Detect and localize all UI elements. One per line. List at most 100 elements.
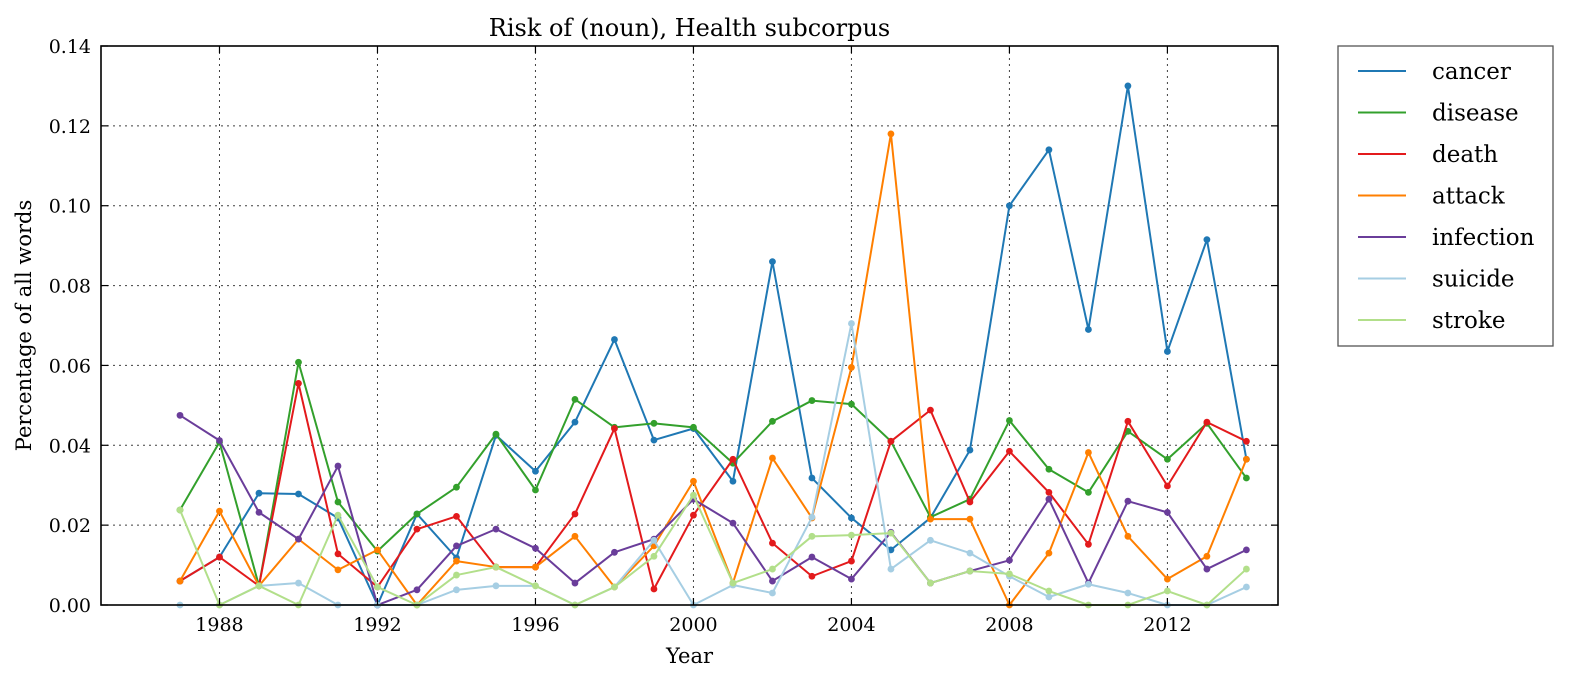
x-tick-label: 1988: [195, 614, 243, 636]
data-point-suicide: [295, 579, 302, 587]
data-point-death: [611, 425, 618, 432]
data-point-attack: [374, 546, 381, 554]
data-point-disease: [848, 400, 855, 408]
data-point-disease: [295, 358, 302, 366]
data-point-attack: [1243, 455, 1250, 463]
data-point-death: [571, 510, 579, 518]
data-point-stroke: [453, 571, 460, 579]
data-point-disease: [650, 419, 658, 427]
data-point-disease: [1045, 465, 1053, 473]
data-point-infection: [1045, 495, 1053, 503]
series-stroke: [176, 491, 1250, 609]
data-point-attack: [848, 364, 855, 371]
data-point-cancer: [650, 436, 658, 444]
data-point-death: [769, 539, 776, 547]
data-point-disease: [413, 510, 421, 518]
data-point-cancer: [571, 418, 579, 426]
data-point-infection: [295, 535, 302, 543]
data-point-suicide: [492, 582, 500, 590]
data-point-stroke: [1006, 570, 1013, 578]
data-point-infection: [1006, 556, 1013, 564]
x-tick-label: 2008: [985, 614, 1033, 636]
data-point-death: [295, 379, 302, 387]
data-point-death: [887, 437, 895, 445]
legend-label: disease: [1432, 101, 1519, 127]
plot-frame: [100, 45, 1279, 606]
data-point-death: [413, 525, 421, 533]
data-point-death: [334, 550, 342, 558]
data-point-disease: [571, 395, 579, 403]
data-point-stroke: [492, 563, 500, 571]
legend-item-attack: attack: [1358, 184, 1506, 210]
data-point-stroke: [1164, 587, 1171, 595]
x-tick-label: 1996: [511, 614, 559, 636]
y-tick-label: 0.00: [49, 595, 91, 617]
data-point-attack: [532, 563, 539, 571]
data-point-attack: [887, 130, 895, 138]
y-tick-label: 0.10: [49, 196, 91, 218]
x-tick-label: 2004: [827, 614, 875, 636]
data-point-attack: [1124, 532, 1132, 540]
series-death: [176, 379, 1250, 593]
series-attack: [176, 130, 1250, 609]
data-point-suicide: [808, 513, 816, 521]
y-tick-label: 0.04: [49, 435, 91, 457]
series-infection: [176, 411, 1250, 609]
legend-label: stroke: [1432, 308, 1505, 334]
data-point-cancer: [1164, 348, 1171, 355]
data-point-suicide: [966, 549, 974, 557]
legend-label: suicide: [1432, 267, 1515, 293]
data-point-disease: [1006, 417, 1013, 424]
data-point-death: [1243, 437, 1250, 445]
data-point-death: [1164, 482, 1171, 490]
data-point-cancer: [848, 514, 855, 522]
data-point-stroke: [1045, 587, 1053, 595]
data-point-attack: [334, 566, 342, 574]
series-line-attack: [179, 132, 1248, 606]
data-point-infection: [729, 519, 737, 527]
series-line-infection: [179, 414, 1247, 606]
axis-ticks: 1988 1992 1996 2000 2004 2008 2012 0.00 0.02 0.04…: [49, 36, 1278, 636]
data-point-suicide: [769, 589, 776, 597]
data-point-stroke: [729, 579, 737, 587]
legend: cancer disease death attack infection suicide…: [1337, 45, 1554, 347]
data-point-cancer: [1045, 146, 1053, 154]
data-point-infection: [334, 462, 342, 470]
legend-item-disease: disease: [1358, 101, 1519, 127]
data-point-infection: [1203, 565, 1211, 573]
data-point-stroke: [848, 531, 855, 539]
legend-item-cancer: cancer: [1358, 59, 1511, 85]
data-point-death: [1203, 418, 1211, 426]
grid: [101, 46, 1278, 605]
data-point-death: [1124, 417, 1132, 425]
data-point-disease: [808, 397, 816, 404]
data-point-death: [1006, 447, 1013, 455]
data-point-stroke: [650, 552, 658, 560]
legend-item-infection: infection: [1358, 225, 1535, 251]
data-point-infection: [492, 525, 500, 533]
data-point-stroke: [887, 529, 895, 537]
data-point-infection: [532, 544, 539, 552]
y-axis-title: Percentage of all words: [12, 200, 36, 451]
legend-item-stroke: stroke: [1358, 308, 1505, 334]
data-point-stroke: [334, 511, 342, 519]
legend-label: death: [1432, 142, 1498, 168]
data-point-disease: [1164, 455, 1171, 463]
data-point-infection: [769, 577, 776, 585]
series-line-death: [179, 382, 1247, 591]
data-point-disease: [690, 423, 697, 431]
data-point-infection: [176, 411, 184, 419]
data-point-infection: [413, 586, 421, 594]
data-point-attack: [176, 577, 184, 585]
legend-item-suicide: suicide: [1358, 267, 1515, 293]
data-point-death: [1045, 489, 1053, 496]
data-point-cancer: [808, 474, 816, 482]
data-point-death: [690, 511, 697, 519]
data-point-cancer: [1124, 82, 1132, 90]
data-point-infection: [1124, 497, 1132, 505]
data-point-cancer: [1203, 236, 1211, 244]
data-point-death: [848, 557, 855, 565]
x-tick-label: 2012: [1143, 614, 1191, 636]
data-point-suicide: [887, 565, 895, 573]
data-point-infection: [255, 508, 263, 516]
